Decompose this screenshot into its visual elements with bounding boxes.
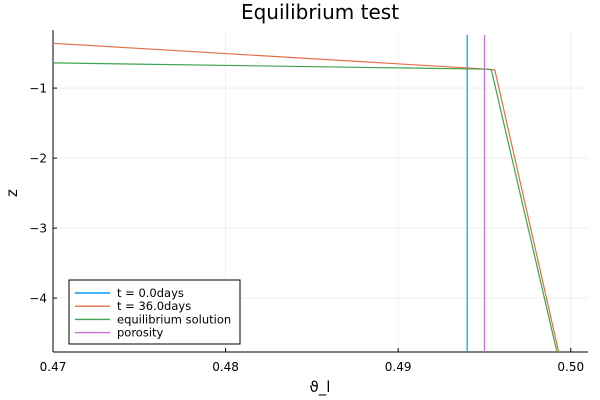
x-tick-label: 0.49 xyxy=(385,360,412,374)
y-tick-label: −3 xyxy=(29,222,47,236)
grid xyxy=(52,30,588,352)
legend-box xyxy=(68,279,241,345)
legend-label: t = 0.0days xyxy=(117,286,184,300)
series-lines xyxy=(53,34,560,352)
legend-label: equilibrium solution xyxy=(117,312,231,326)
x-tick-label: 0.48 xyxy=(212,360,239,374)
y-axis-label: z xyxy=(3,189,21,197)
y-tick-label: −4 xyxy=(29,292,47,306)
chart-title: Equilibrium test xyxy=(241,0,399,24)
x-tick-label: 0.47 xyxy=(40,360,67,374)
x-axis-label: ϑ_l xyxy=(310,378,331,397)
y-tick-label: −2 xyxy=(29,152,47,166)
series-line xyxy=(53,62,558,352)
legend-label: porosity xyxy=(117,326,164,340)
y-ticks: −1 −2 −3 −4 xyxy=(29,82,57,306)
y-tick-label: −1 xyxy=(29,82,47,96)
x-tick-label: 0.50 xyxy=(557,360,584,374)
legend-label: t = 36.0days xyxy=(117,299,191,313)
x-ticks: 0.47 0.48 0.49 0.50 xyxy=(40,348,584,374)
